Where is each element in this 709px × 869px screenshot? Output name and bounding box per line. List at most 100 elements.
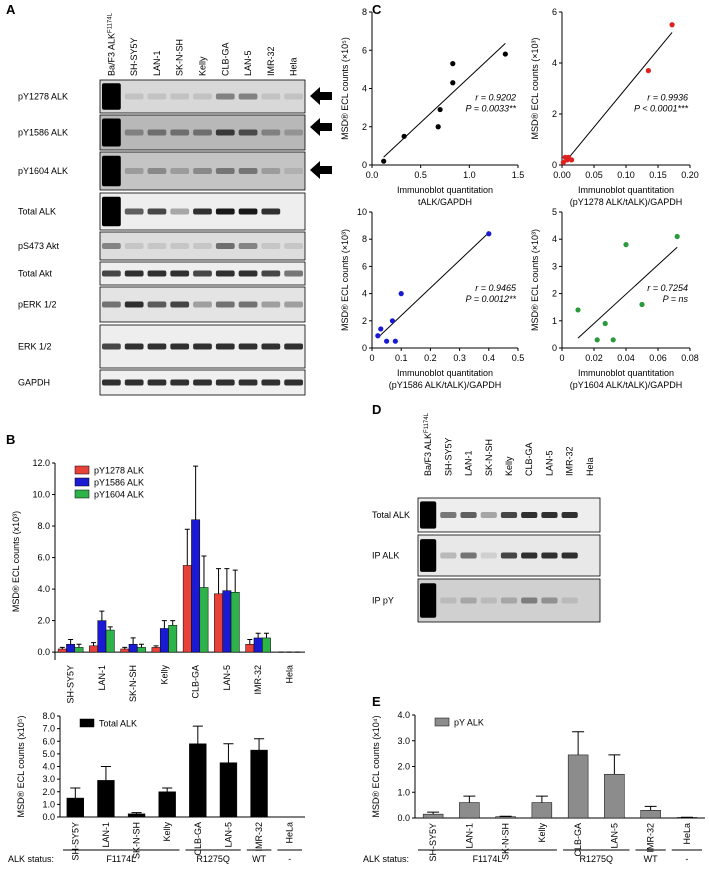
- blot-band: [541, 552, 558, 559]
- error-bar: [131, 812, 142, 814]
- error-bar: [216, 568, 222, 594]
- blot-band: [193, 168, 212, 174]
- blot-band: [124, 379, 144, 386]
- blot-band: [102, 379, 121, 386]
- bar: [567, 754, 589, 819]
- lane-label: Kelly: [504, 456, 514, 476]
- x-tick-label: HeLa: [682, 823, 692, 845]
- error-bar: [644, 805, 657, 811]
- error-bar: [138, 643, 144, 648]
- status-group: -: [685, 854, 688, 864]
- y-tick-label: 2.0: [42, 787, 55, 797]
- blot-band: [561, 597, 578, 604]
- lane-label: Hela: [289, 57, 299, 76]
- legend-label: pY1586 ALK: [94, 478, 144, 488]
- status-group: WT: [252, 854, 266, 864]
- y-tick-label: 1.0: [42, 799, 55, 809]
- error-bar: [107, 626, 113, 631]
- blot-band: [261, 168, 281, 174]
- error-bar: [608, 754, 621, 775]
- blot-band: [170, 129, 190, 136]
- lane-label: SH-SY5Y: [129, 37, 139, 76]
- x-axis-label: (pY1586 ALK/tALK)/GAPDH: [389, 380, 502, 390]
- arrow: [310, 118, 332, 136]
- blot-band: [170, 93, 190, 100]
- error-bar: [427, 811, 440, 815]
- blot-band: [147, 270, 167, 277]
- x-tick-label: LAN-1: [101, 822, 111, 848]
- y-tick-label: 0: [362, 343, 367, 353]
- y-tick-label: 8: [362, 7, 367, 17]
- error-bar: [255, 632, 261, 638]
- blot-band: [261, 270, 281, 277]
- y-tick-label: 0: [362, 160, 367, 170]
- blot-band: [102, 118, 121, 147]
- x-tick-label: LAN-5: [609, 823, 619, 849]
- y-tick-label: 4: [552, 58, 557, 68]
- x-axis-label: Immunoblot quantitation: [578, 185, 674, 195]
- bar: [250, 749, 268, 818]
- blot-strip: [99, 151, 306, 191]
- blot-band: [238, 379, 258, 386]
- row-label: GAPDH: [18, 378, 50, 388]
- blot-band: [561, 552, 578, 559]
- lane-label-sup: F1174L: [424, 412, 430, 433]
- row-label: pY1278 ALK: [18, 92, 68, 102]
- y-tick-label: 4.0: [42, 762, 55, 772]
- x-tick-label: LAN-1: [464, 823, 474, 849]
- y-axis-label: MSD® ECL counts (x10⁴): [371, 715, 381, 817]
- lane-label: LAN-1: [464, 450, 474, 476]
- bar: [262, 637, 271, 653]
- blot-band: [440, 552, 457, 559]
- y-tick-label: 1: [552, 316, 557, 326]
- status-label: ALK status:: [8, 854, 54, 864]
- blot-band: [215, 243, 235, 249]
- x-tick-label: CLB-GA: [191, 665, 201, 699]
- status-group: F1174L: [473, 854, 503, 864]
- blot-band: [541, 597, 558, 604]
- point: [375, 333, 381, 339]
- blot-band: [170, 301, 190, 308]
- blot-band: [420, 539, 437, 572]
- fit-line: [377, 232, 490, 339]
- blot-band: [238, 243, 258, 249]
- blot-band: [193, 343, 212, 350]
- point: [486, 231, 492, 237]
- blot-band: [420, 583, 437, 618]
- blot-band: [124, 243, 144, 249]
- bar: [182, 565, 192, 653]
- bar: [422, 813, 444, 819]
- blot-band: [521, 597, 538, 604]
- point: [450, 61, 456, 67]
- legend-swatch: [74, 465, 90, 475]
- x-axis-label: Immunoblot quantitation: [397, 368, 493, 378]
- bar: [105, 629, 115, 653]
- blot-band: [147, 208, 167, 215]
- point: [610, 337, 616, 343]
- x-tick-label: 0.15: [649, 170, 667, 180]
- bar: [66, 643, 76, 653]
- y-tick-label: 0.0: [37, 647, 50, 657]
- x-tick-label: 0.00: [553, 170, 571, 180]
- blot-band: [261, 93, 281, 100]
- x-tick-label: LAN-5: [223, 822, 233, 848]
- point: [645, 68, 652, 74]
- blot-band: [500, 597, 518, 604]
- lane-label-text: Ba/F3 ALK: [106, 33, 116, 76]
- bar: [230, 591, 240, 653]
- blot-band: [238, 343, 258, 350]
- x-axis-label: tALK/GAPDH: [418, 197, 472, 207]
- x-tick-label: LAN-1: [97, 665, 107, 691]
- error-bar: [122, 646, 128, 649]
- blot-band: [147, 301, 167, 308]
- x-tick-label: SH-SY5Y: [66, 665, 76, 704]
- y-tick-label: 4.0: [37, 584, 50, 594]
- status-label: ALK status:: [363, 854, 409, 864]
- x-tick-label: 0.5: [414, 170, 427, 180]
- error-bar: [263, 632, 269, 638]
- blot-band: [261, 379, 281, 386]
- error-bar: [254, 738, 265, 751]
- lane-label: Kelly: [198, 56, 208, 76]
- blot-band: [215, 301, 235, 308]
